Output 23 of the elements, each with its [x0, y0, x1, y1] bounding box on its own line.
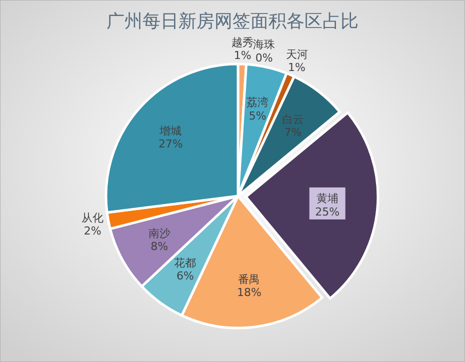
- data-label: 5%: [248, 109, 266, 122]
- text: 0%: [255, 51, 273, 64]
- data-label: 6%: [176, 270, 194, 283]
- slice-label: 越秀: [232, 36, 254, 49]
- data-label: 1%: [288, 61, 306, 74]
- data-label: 7%: [284, 126, 302, 140]
- slice-label: 南沙: [148, 227, 170, 240]
- slice-label: 花都: [174, 256, 196, 270]
- data-label: 18%: [237, 286, 262, 300]
- slice-label: 增城: [158, 124, 182, 138]
- chart-title: 广州每日新房网签面积各区占比: [106, 11, 358, 32]
- data-label: 8%: [150, 240, 168, 254]
- slice-label: 黄埔: [316, 192, 338, 206]
- data-label: 25%: [315, 205, 340, 218]
- category-label: 海珠: [253, 38, 276, 52]
- slice-label: 天河: [286, 48, 308, 61]
- data-label: 1%: [234, 49, 252, 62]
- slice-label: 荔湾: [246, 96, 269, 110]
- slice-label: 番禺: [238, 272, 260, 286]
- data-label: 27%: [158, 138, 183, 151]
- slice-label: 从化: [82, 212, 104, 225]
- slice-label: 白云: [282, 112, 304, 126]
- data-label: 2%: [84, 224, 102, 238]
